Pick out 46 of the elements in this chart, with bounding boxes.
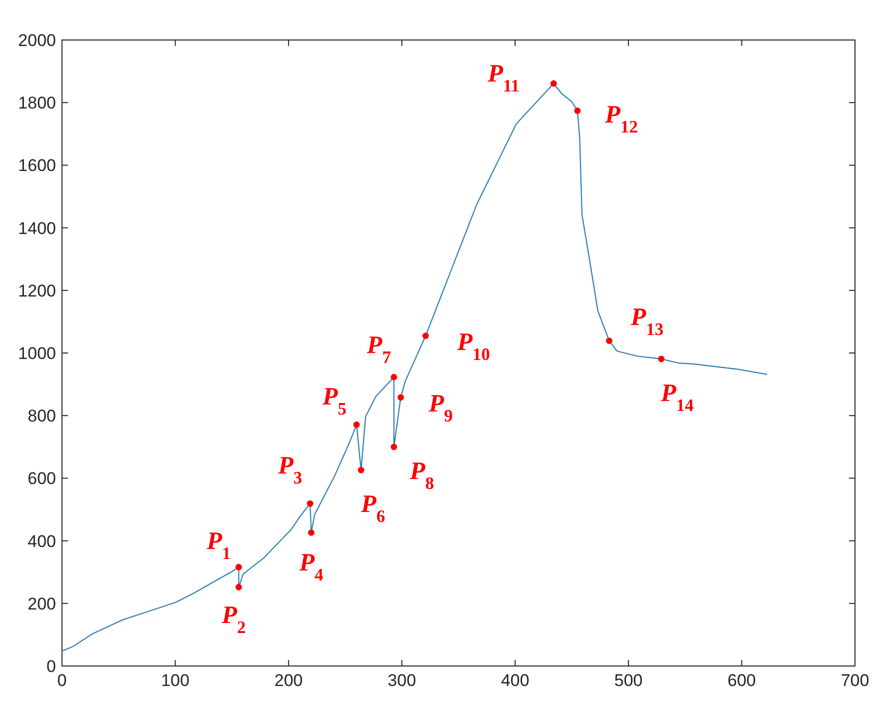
point — [550, 80, 557, 87]
point — [606, 338, 612, 344]
y-tick-label: 1600 — [18, 156, 56, 176]
point — [390, 374, 398, 380]
point — [358, 466, 364, 474]
y-tick-label: 1400 — [18, 218, 56, 238]
x-tick-label: 200 — [274, 671, 303, 690]
y-tick-label: 400 — [28, 532, 56, 551]
annotation: P$_{11}$ — [486, 60, 520, 96]
x-tick-label: 400 — [500, 671, 530, 690]
point — [236, 584, 242, 590]
y-tick-label: 600 — [28, 469, 56, 488]
annotation: P$_{6}$ — [360, 491, 386, 526]
x-tick-label: 500 — [614, 671, 643, 690]
point — [422, 332, 429, 339]
y-tick-label: 0 — [46, 657, 56, 676]
y-tick-label: 200 — [28, 594, 56, 614]
y-tick-label: 800 — [28, 406, 56, 426]
point — [574, 108, 581, 114]
y-tick-label: 1800 — [18, 94, 56, 113]
annotation: P$_{5}$ — [322, 384, 347, 419]
point — [353, 421, 360, 428]
x-tick-label: 700 — [840, 671, 870, 690]
annotation: P$_{3}$ — [277, 452, 302, 488]
annotation: P$_{9}$ — [428, 390, 453, 426]
y-tick-label: 2000 — [18, 31, 56, 50]
annotation: P$_{4}$ — [298, 550, 324, 585]
y-tick-label: 1000 — [18, 344, 56, 363]
annotation: P$_{10}$ — [456, 328, 490, 364]
annotation: P$_{14}$ — [660, 380, 694, 415]
annotation: P$_{13}$ — [630, 304, 664, 339]
point — [308, 529, 314, 536]
x-tick-label: 600 — [728, 671, 756, 690]
annotation: P$_{2}$ — [220, 602, 246, 638]
annotation: P$_{7}$ — [366, 332, 392, 368]
point — [658, 356, 664, 362]
annotation: P$_{12}$ — [604, 102, 638, 137]
annotation: P$_{1}$ — [206, 528, 231, 564]
x-tick-label: 300 — [388, 671, 416, 690]
point — [236, 564, 242, 570]
point — [306, 500, 314, 507]
y-tick-label: 1200 — [18, 281, 56, 300]
point — [390, 444, 398, 450]
point — [398, 394, 404, 401]
annotation: P$_{8}$ — [408, 458, 434, 493]
x-tick-label: 100 — [161, 671, 190, 690]
